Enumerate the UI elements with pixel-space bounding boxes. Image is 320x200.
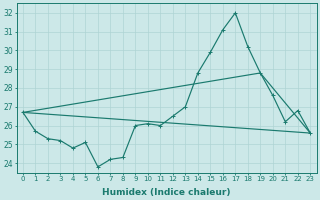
X-axis label: Humidex (Indice chaleur): Humidex (Indice chaleur)	[102, 188, 231, 197]
